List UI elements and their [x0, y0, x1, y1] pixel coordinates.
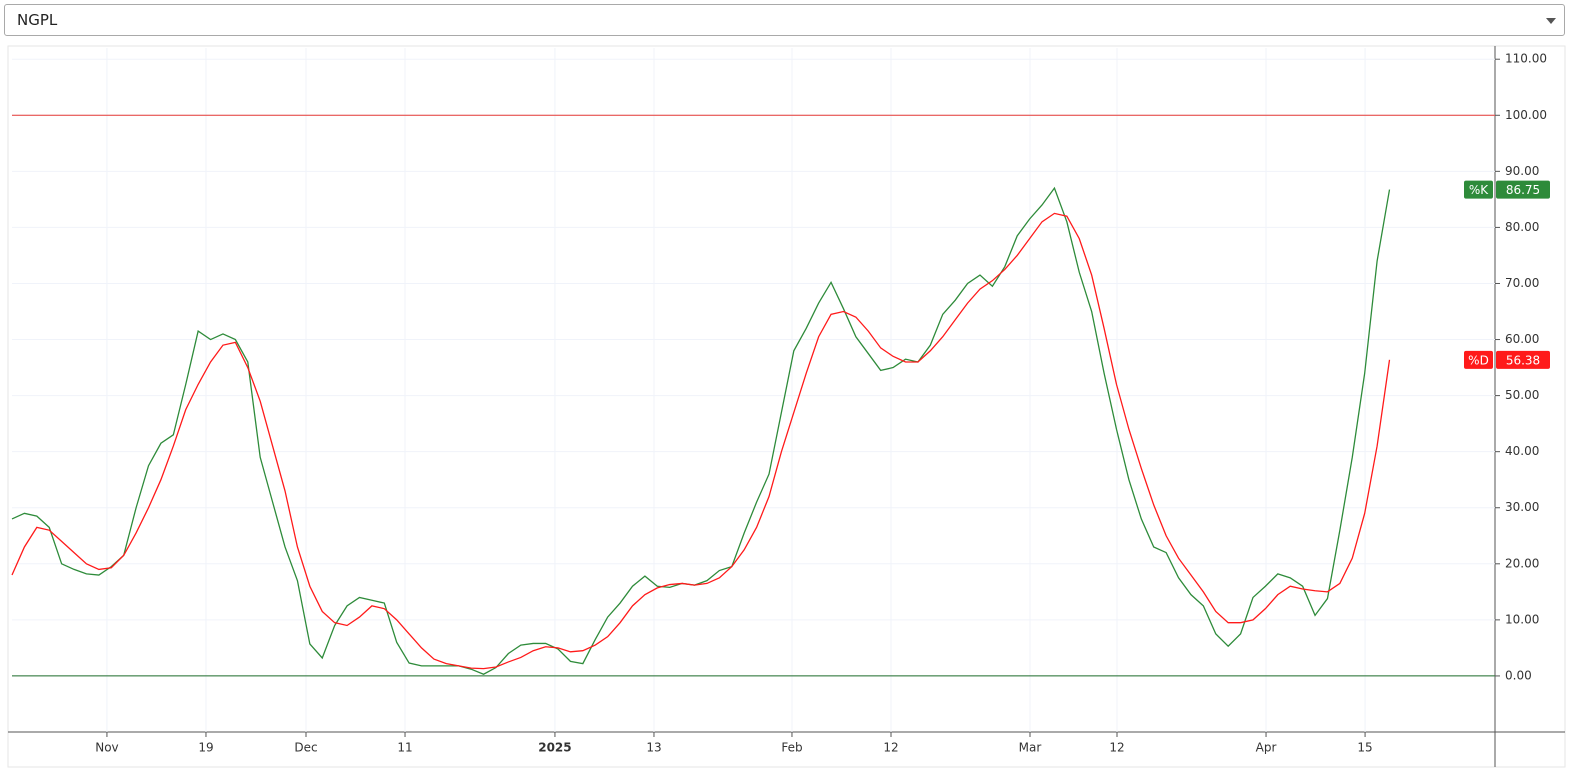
grid	[12, 48, 1495, 732]
x-tick-label: 12	[883, 741, 898, 755]
y-tick-label: 60.00	[1505, 332, 1539, 346]
chart-frame	[7, 45, 1566, 768]
y-tick-label: 30.00	[1505, 500, 1539, 514]
x-tick-label: Feb	[781, 741, 802, 755]
x-tick-label: Dec	[294, 741, 317, 755]
x-tick-label: Apr	[1256, 741, 1277, 755]
symbol-dropdown[interactable]: NGPL	[4, 4, 1565, 36]
badge-name: %K	[1469, 183, 1489, 197]
y-tick-label: 90.00	[1505, 164, 1539, 178]
x-tick-label: 11	[397, 741, 412, 755]
y-tick-label: 10.00	[1505, 612, 1539, 626]
series-line	[11, 186, 1391, 675]
x-tick-label: 15	[1357, 741, 1372, 755]
series-line	[11, 212, 1391, 670]
badge-name: %D	[1468, 353, 1489, 367]
y-tick-label: 40.00	[1505, 444, 1539, 458]
x-tick-label: 19	[198, 741, 213, 755]
x-tick-label: 13	[646, 741, 661, 755]
y-tick-label: 0.00	[1505, 668, 1532, 682]
y-tick-label: 20.00	[1505, 556, 1539, 570]
badge-value: 56.38	[1506, 353, 1540, 367]
dropdown-text: NGPL	[17, 11, 58, 29]
y-tick-label: 70.00	[1505, 276, 1539, 290]
y-tick-label: 80.00	[1505, 220, 1539, 234]
badge-value-box	[1496, 180, 1550, 199]
x-tick-label: Mar	[1019, 741, 1042, 755]
dropdown-arrow	[1546, 18, 1556, 24]
badge-name-box	[1464, 350, 1493, 369]
badge-value-box	[1496, 350, 1550, 369]
y-tick-label: 50.00	[1505, 388, 1539, 402]
badge-name-box	[1464, 180, 1493, 199]
x-tick-label: 2025	[538, 741, 571, 755]
y-tick-label: 110.00	[1505, 52, 1547, 66]
y-tick-label: 100.00	[1505, 108, 1547, 122]
x-tick-label: Nov	[95, 741, 118, 755]
x-tick-label: 12	[1109, 741, 1124, 755]
badge-value: 86.75	[1506, 183, 1540, 197]
